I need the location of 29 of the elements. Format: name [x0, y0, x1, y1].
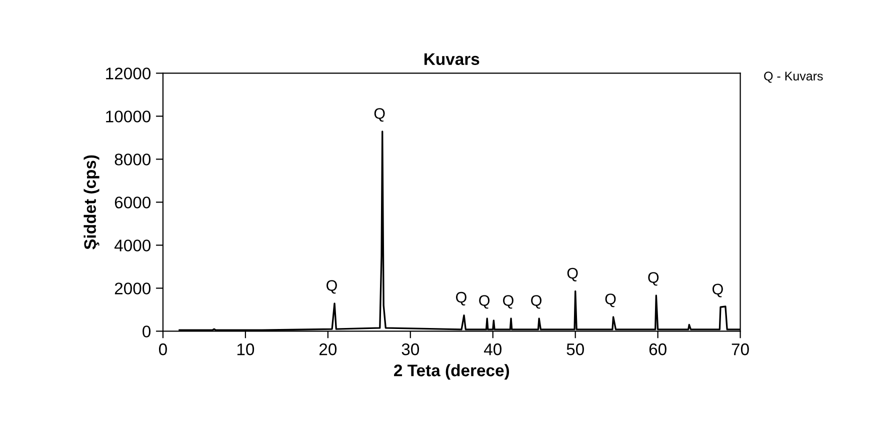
annotation: Q — [531, 295, 542, 309]
annotation: Q — [326, 280, 337, 294]
y-tick-label: 8000 — [114, 154, 151, 166]
y-tick-label: 0 — [142, 326, 151, 338]
annotation: Q — [605, 294, 616, 308]
x-axis-title: 2 Teta (derece) — [394, 364, 510, 380]
annotation: Q — [567, 268, 578, 282]
x-tick-label: 40 — [484, 343, 502, 356]
x-tick-label: 60 — [649, 343, 666, 356]
text: Q - Kuvars — [764, 72, 823, 83]
annotation: Q — [479, 295, 490, 309]
annotation: Q — [648, 272, 659, 286]
x-tick-label: 10 — [237, 343, 254, 356]
y-axis-title: Şiddet (cps) — [84, 155, 100, 250]
x-tick-label: 70 — [732, 343, 749, 356]
chart-title: Kuvars — [424, 53, 480, 66]
annotation: Q — [503, 295, 514, 309]
x-tick-label: 30 — [402, 343, 420, 356]
x-tick-label: 20 — [319, 343, 337, 356]
y-tick-label: 6000 — [114, 196, 151, 208]
y-tick-label: 10000 — [106, 110, 151, 122]
y-tick-label: 12000 — [106, 68, 151, 80]
annotation: Q — [456, 292, 466, 306]
y-tick-label: 4000 — [114, 240, 151, 252]
x-tick-label: 50 — [566, 343, 584, 356]
annotation: Q — [712, 284, 723, 298]
y-tick-label: 2000 — [114, 282, 151, 294]
annotation: Q — [374, 108, 385, 122]
x-tick-label: 0 — [158, 343, 167, 356]
